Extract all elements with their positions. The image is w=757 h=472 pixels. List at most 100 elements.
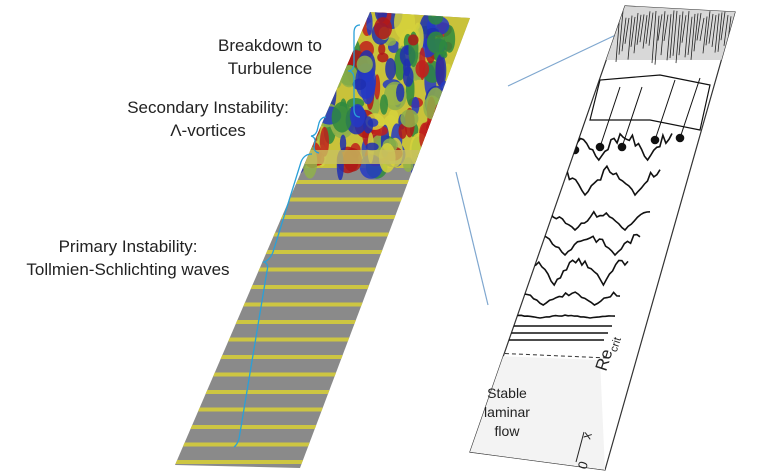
decoration (421, 152, 443, 179)
decoration (461, 51, 481, 62)
decoration (461, 108, 469, 122)
decoration (287, 116, 297, 127)
decoration (419, 120, 442, 155)
decoration (460, 45, 473, 79)
decoration (377, 53, 388, 63)
decoration (400, 109, 418, 127)
decoration (388, 109, 398, 124)
decoration (408, 34, 419, 45)
decoration (465, 122, 482, 143)
decoration (425, 127, 441, 161)
decoration (294, 78, 316, 103)
decoration (328, 10, 337, 32)
decoration (309, 57, 333, 79)
decoration (462, 102, 471, 131)
decoration (428, 10, 443, 25)
decoration (459, 117, 474, 128)
region-text: flow (495, 423, 521, 439)
decoration (285, 5, 309, 28)
decoration (440, 133, 453, 163)
wave-stripe (150, 460, 490, 464)
decoration (306, 89, 313, 120)
decoration (462, 51, 479, 63)
decoration (307, 96, 318, 117)
decoration (150, 150, 490, 164)
decoration (287, 99, 304, 111)
decoration (312, 10, 318, 39)
decoration (434, 103, 444, 138)
decoration (467, 70, 476, 90)
wave-stripe (150, 355, 490, 359)
wave-stripe (150, 320, 490, 324)
decoration (312, 62, 324, 77)
decoration (328, 47, 343, 71)
decoration (321, 21, 332, 55)
wave-stripe (150, 408, 490, 412)
decoration (288, 107, 294, 120)
decoration (341, 11, 355, 38)
schematic-panel: Recrit Stable laminar flow x 0 (460, 0, 750, 471)
decoration (329, 25, 344, 40)
wave-stripe (150, 303, 490, 307)
decoration (453, 78, 471, 99)
decoration (353, 79, 367, 90)
decoration (336, 35, 347, 68)
decoration (430, 155, 453, 169)
region-text: Stable (487, 385, 527, 401)
decoration (320, 24, 332, 34)
decoration (288, 74, 304, 102)
wave-stripe (150, 425, 490, 429)
decoration (321, 54, 333, 76)
decoration (423, 95, 441, 119)
wave-stripe (150, 198, 490, 202)
decoration (366, 143, 379, 151)
simulation-slab (150, 0, 490, 472)
decoration (290, 85, 303, 98)
wave-stripe (150, 233, 490, 237)
decoration (451, 72, 459, 94)
wave-stripe (150, 250, 490, 254)
figure: Breakdown to Turbulence Secondary Instab… (0, 0, 757, 472)
decoration (424, 140, 431, 158)
decoration (474, 124, 482, 145)
decoration (329, 76, 337, 108)
wave-stripe (150, 373, 490, 377)
decoration (289, 89, 301, 107)
decoration (301, 102, 307, 126)
label: Secondary Instability: (127, 98, 289, 117)
wave-stripe (150, 338, 490, 342)
wave-stripe (150, 390, 490, 394)
decoration (332, 102, 352, 133)
decoration (285, 151, 299, 174)
wave-stripe (150, 215, 490, 219)
decoration (292, 11, 305, 38)
decoration (439, 143, 446, 164)
label: Primary Instability: (59, 237, 198, 256)
decoration (439, 142, 447, 151)
region-text: laminar (484, 404, 530, 420)
decoration (321, 11, 343, 19)
decoration (284, 7, 307, 22)
wave-stripe (150, 443, 490, 447)
decoration (366, 11, 372, 35)
wave-stripe (150, 285, 490, 289)
decoration (309, 1, 321, 23)
decoration (289, 161, 295, 175)
decoration (357, 56, 373, 73)
decoration (469, 87, 480, 98)
label: Breakdown to (218, 36, 322, 55)
decoration (283, 126, 303, 146)
decoration (426, 123, 433, 149)
decoration (322, 93, 329, 107)
connector (456, 172, 488, 305)
decoration (330, 35, 344, 51)
decoration (302, 108, 321, 130)
decoration (464, 113, 481, 130)
decoration (293, 89, 307, 101)
decoration (385, 58, 396, 80)
decoration (283, 25, 303, 34)
decoration (331, 8, 346, 31)
decoration (301, 111, 321, 141)
decoration (436, 154, 449, 164)
decoration (287, 152, 295, 178)
